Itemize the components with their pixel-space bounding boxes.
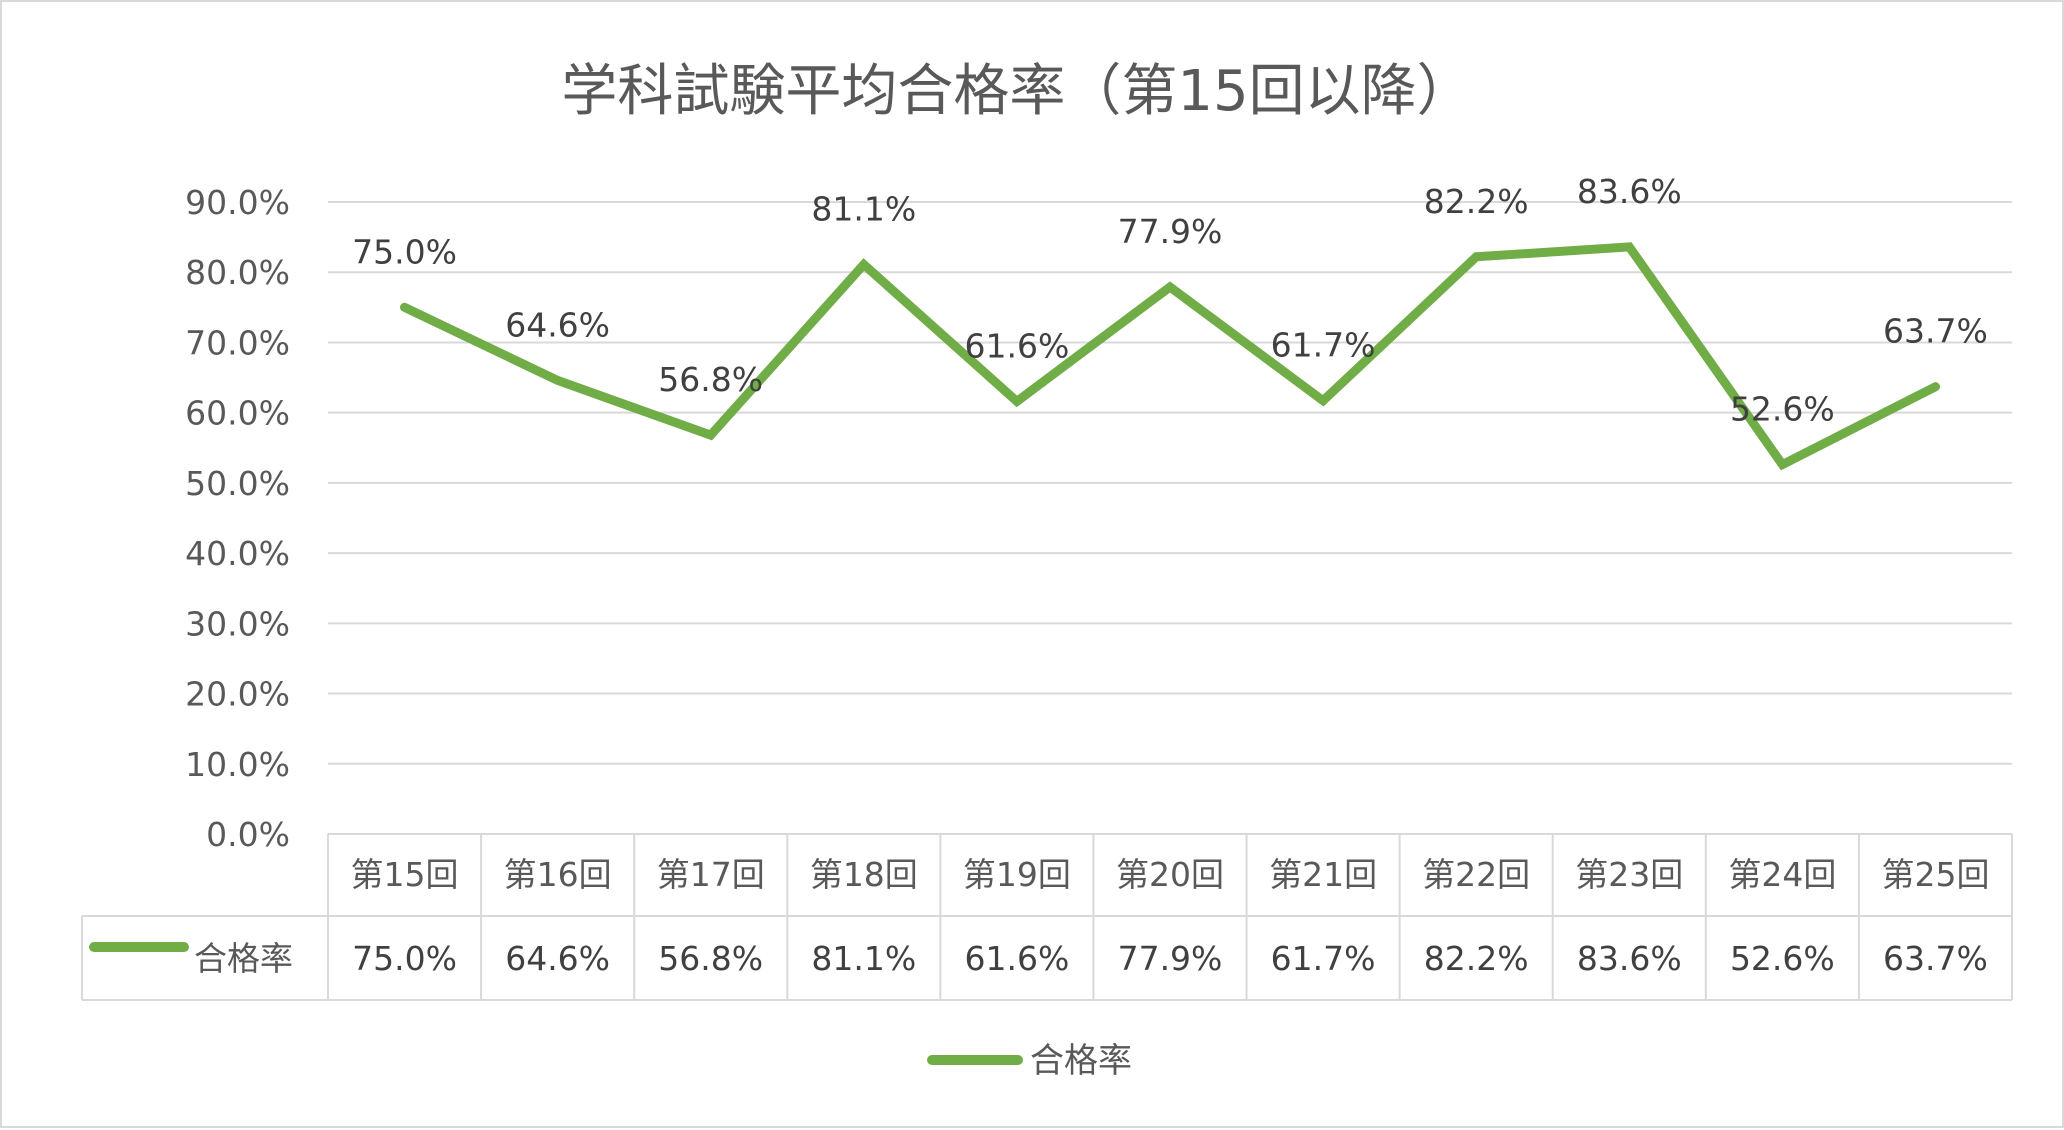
table-category-label: 第15回 xyxy=(351,855,459,894)
y-tick-label: 30.0% xyxy=(185,604,290,643)
data-table: 第15回 第16回 第17回 第18回 第19回 第20回 第21回 第22回 第23回 第24回… xyxy=(81,833,2013,1001)
data-label: 52.6% xyxy=(1730,390,1835,429)
table-value-cell: 64.6% xyxy=(505,939,610,978)
table-value-cell: 56.8% xyxy=(658,939,763,978)
table-value-cell: 61.7% xyxy=(1271,939,1376,978)
y-tick-label: 90.0% xyxy=(185,183,290,222)
table-value-cell: 83.6% xyxy=(1577,939,1682,978)
y-axis-ticks: 0.0% 10.0% 20.0% 30.0% 40.0% 50.0% 60.0% 70.0% 8… xyxy=(185,183,290,854)
table-value-cell: 52.6% xyxy=(1730,939,1835,978)
y-tick-label: 80.0% xyxy=(185,253,290,292)
y-tick-label: 70.0% xyxy=(185,323,290,362)
table-value-cell: 75.0% xyxy=(352,939,457,978)
data-label: 61.7% xyxy=(1271,326,1376,365)
legend: 合格率 xyxy=(927,1041,1132,1081)
data-label: 64.6% xyxy=(505,305,610,344)
table-value-cell: 77.9% xyxy=(1118,939,1223,978)
table-category-label: 第16回 xyxy=(504,855,612,894)
series-line-layer xyxy=(400,242,1940,471)
table-category-label: 第18回 xyxy=(810,855,918,894)
data-labels: 75.0% 64.6% 56.8% 81.1% 61.6% 77.9% 61.7% 82.2%… xyxy=(352,172,1988,429)
y-tick-label: 40.0% xyxy=(185,534,290,573)
data-label: 61.6% xyxy=(964,326,1069,365)
table-category-label: 第20回 xyxy=(1116,855,1224,894)
y-tick-label: 20.0% xyxy=(185,675,290,714)
y-tick-label: 0.0% xyxy=(206,815,290,854)
data-label: 77.9% xyxy=(1118,212,1223,251)
table-category-label: 第21回 xyxy=(1269,855,1377,894)
data-label: 82.2% xyxy=(1424,182,1529,221)
y-tick-label: 60.0% xyxy=(185,394,290,433)
table-category-label: 第19回 xyxy=(963,855,1071,894)
chart-title: 学科試験平均合格率（第15回以降） xyxy=(561,59,1472,124)
legend-label: 合格率 xyxy=(1030,1041,1132,1081)
table-value-cell: 63.7% xyxy=(1883,939,1988,978)
data-label: 75.0% xyxy=(352,232,457,271)
data-label: 81.1% xyxy=(811,189,916,228)
table-category-label: 第24回 xyxy=(1728,855,1836,894)
table-value-cell: 81.1% xyxy=(811,939,916,978)
table-value-cell: 82.2% xyxy=(1424,939,1529,978)
data-label: 63.7% xyxy=(1883,312,1988,351)
table-category-label: 第17回 xyxy=(657,855,765,894)
table-value-cell: 61.6% xyxy=(964,939,1069,978)
data-label: 83.6% xyxy=(1577,172,1682,211)
table-category-label: 第25回 xyxy=(1881,855,1989,894)
table-category-label: 第23回 xyxy=(1575,855,1683,894)
y-tick-label: 50.0% xyxy=(185,464,290,503)
table-category-label: 第22回 xyxy=(1422,855,1530,894)
table-series-name: 合格率 xyxy=(194,939,293,978)
series-line-pass-rate xyxy=(400,242,1940,471)
data-label: 56.8% xyxy=(658,360,763,399)
gridlines xyxy=(328,201,2012,765)
y-tick-label: 10.0% xyxy=(185,745,290,784)
